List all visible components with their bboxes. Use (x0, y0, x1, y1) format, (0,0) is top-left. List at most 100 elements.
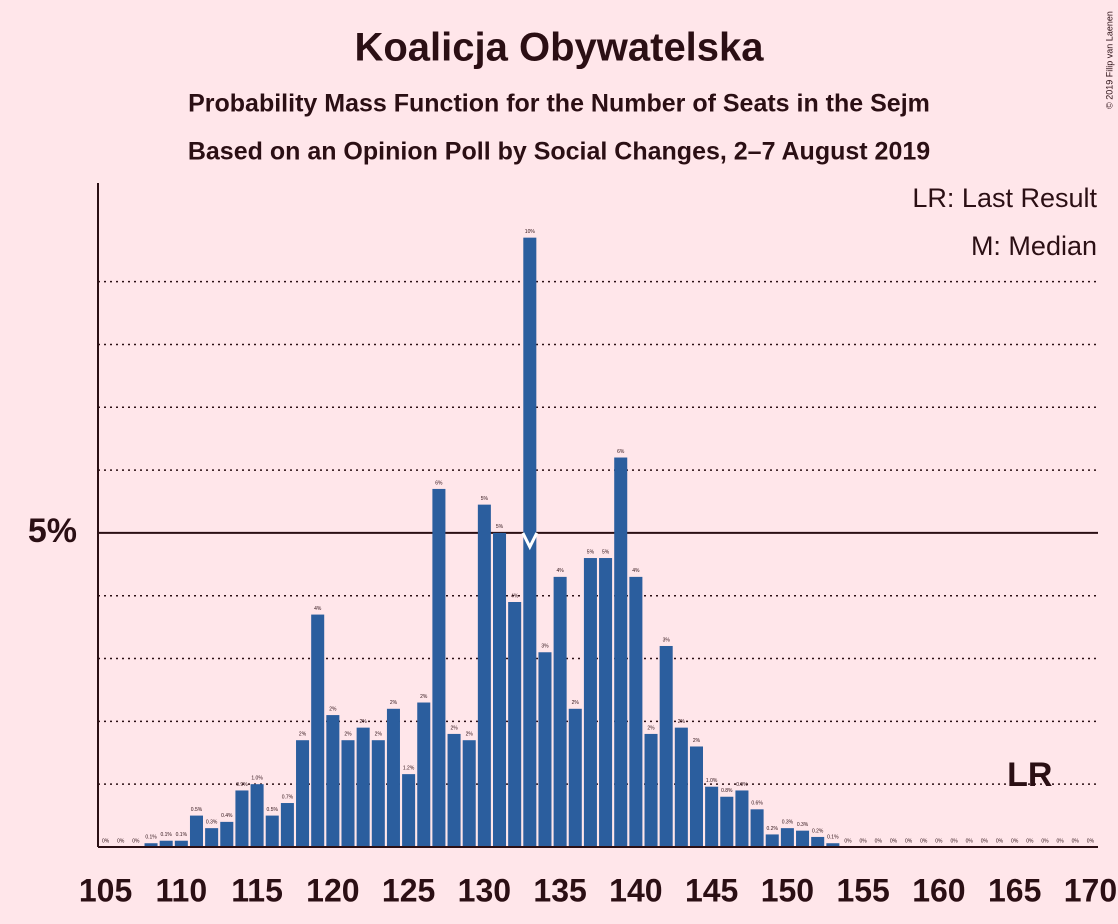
x-tick-label: 105 (79, 872, 132, 908)
value-label: 3% (663, 637, 671, 643)
bar (720, 796, 734, 847)
bar (674, 727, 688, 847)
value-label: 5% (587, 549, 595, 555)
bar (523, 237, 537, 848)
bar (599, 558, 613, 847)
value-label: 0.3% (206, 819, 218, 825)
value-label: 0.9% (736, 782, 748, 788)
value-label: 4% (632, 568, 640, 574)
bar (174, 840, 188, 847)
value-label: 0% (1072, 838, 1080, 844)
value-label: 0.3% (797, 822, 809, 828)
value-label: 2% (390, 700, 398, 706)
value-label: 0% (966, 838, 974, 844)
value-label: 4% (557, 568, 565, 574)
bar (583, 558, 597, 847)
bar (250, 784, 264, 847)
value-label: 4% (511, 593, 519, 599)
bar (189, 815, 203, 847)
bar (462, 740, 476, 847)
bar (493, 532, 507, 847)
x-tick-label: 130 (458, 872, 511, 908)
chart-title: Koalicja Obywatelska (354, 26, 764, 70)
x-tick-label: 120 (306, 872, 359, 908)
x-tick-label: 110 (156, 872, 208, 908)
bar (447, 733, 461, 847)
value-label: 2% (647, 725, 655, 731)
bar (811, 836, 825, 847)
value-label: 0% (996, 838, 1004, 844)
value-label: 6% (435, 480, 443, 486)
x-tick-label: 135 (533, 872, 586, 908)
subtitle: Probability Mass Function for the Number… (188, 90, 930, 118)
value-label: 0% (1041, 838, 1049, 844)
copyright: © 2019 Filip van Laenen (1104, 11, 1114, 109)
value-label: 6% (617, 449, 625, 455)
value-label: 0% (905, 838, 913, 844)
value-label: 0% (890, 838, 898, 844)
y-tick-label: 5% (28, 512, 77, 550)
bar (629, 576, 643, 847)
value-label: 2% (299, 732, 307, 738)
x-tick-label: 165 (988, 872, 1041, 908)
value-label: 1.0% (706, 778, 718, 784)
value-label: 2% (693, 738, 701, 744)
bar (235, 790, 249, 847)
value-label: 0% (875, 838, 883, 844)
bar (826, 843, 840, 847)
value-label: 0.8% (721, 788, 733, 794)
x-tick-label: 125 (382, 872, 435, 908)
bar (326, 715, 340, 847)
bar (265, 815, 279, 847)
value-label: 3% (541, 644, 549, 650)
value-label: 2% (329, 706, 337, 712)
value-label: 0% (102, 838, 110, 844)
bar (417, 702, 431, 847)
bar (780, 828, 794, 847)
value-label: 0% (1011, 838, 1019, 844)
last-result-marker: LR (1007, 756, 1052, 794)
value-label: 0% (1087, 838, 1095, 844)
value-label: 1.0% (251, 776, 263, 782)
value-label: 4% (314, 606, 322, 612)
value-label: 10% (525, 229, 536, 235)
bar (477, 504, 491, 847)
bar (280, 803, 294, 847)
x-tick-label: 145 (685, 872, 738, 908)
bar (356, 727, 370, 847)
value-label: 0.6% (751, 801, 763, 807)
value-label: 0% (860, 838, 868, 844)
bar (144, 843, 158, 847)
value-label: 2% (678, 719, 686, 725)
x-tick-label: 170 (1064, 872, 1117, 908)
bar (538, 652, 552, 847)
bar (705, 786, 719, 847)
value-label: 5% (602, 549, 610, 555)
bar (220, 821, 234, 847)
value-label: 0% (950, 838, 958, 844)
value-label: 5% (496, 524, 504, 530)
bar (341, 740, 355, 847)
value-label: 2% (572, 700, 580, 706)
bar (432, 488, 446, 847)
value-label: 0% (935, 838, 943, 844)
value-label: 0% (844, 838, 852, 844)
x-tick-label: 160 (912, 872, 965, 908)
value-label: 0% (1026, 838, 1034, 844)
bar (614, 457, 628, 847)
bar (765, 834, 779, 847)
bar (205, 828, 219, 847)
bar (311, 614, 325, 847)
value-label: 2% (375, 732, 383, 738)
value-label: 2% (360, 719, 368, 725)
value-label: 2% (344, 732, 352, 738)
value-label: 0% (132, 838, 140, 844)
bar (508, 602, 522, 847)
value-label: 0% (117, 838, 125, 844)
value-label: 0.5% (191, 807, 203, 813)
value-label: 0.1% (160, 832, 172, 838)
value-label: 1.2% (403, 765, 415, 771)
bar (568, 708, 582, 847)
bar (296, 740, 310, 847)
